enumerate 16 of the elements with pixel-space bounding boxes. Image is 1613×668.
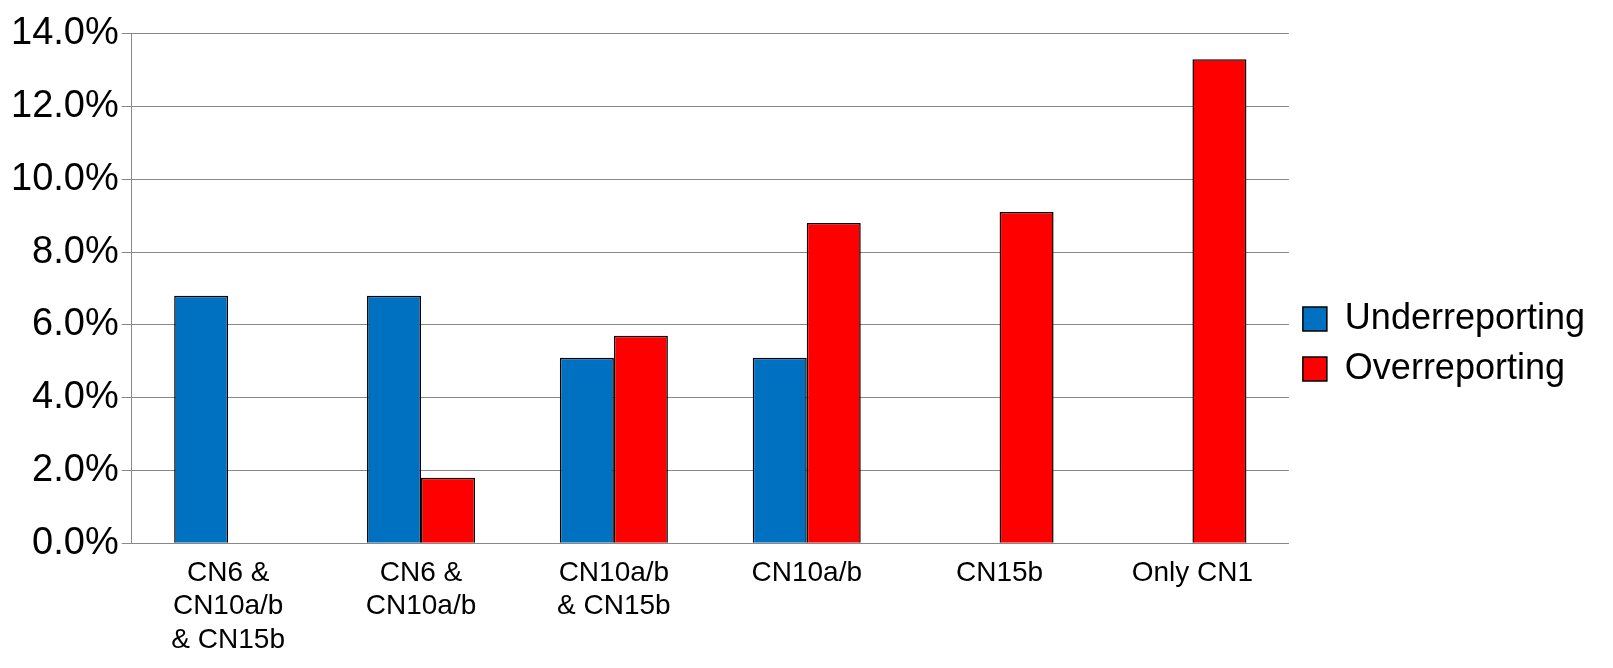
y-tick-label: 0.0% <box>32 519 119 562</box>
y-tick-label: 10.0% <box>11 155 119 198</box>
y-tick-label: 14.0% <box>11 10 119 53</box>
y-tick-label: 8.0% <box>32 228 119 271</box>
x-tick-label: CN15b <box>956 555 1044 587</box>
y-tick-label: 6.0% <box>32 301 119 344</box>
legend-label: Overreporting <box>1344 345 1565 387</box>
x-tick-label: CN10a/b <box>751 555 862 587</box>
x-tick-label: CN6 & CN10a/b <box>365 555 477 621</box>
x-tick-label: CN6 & CN10a/b & CN15b <box>171 555 285 654</box>
x-tick-label: Only CN1 <box>1131 555 1254 587</box>
y-tick-label: 2.0% <box>32 446 119 489</box>
y-tick-label: 4.0% <box>32 374 119 417</box>
legend-label: Underreporting <box>1344 295 1586 337</box>
y-tick-label: 12.0% <box>11 83 119 126</box>
x-tick-label: CN10a/b & CN15b <box>557 555 671 621</box>
